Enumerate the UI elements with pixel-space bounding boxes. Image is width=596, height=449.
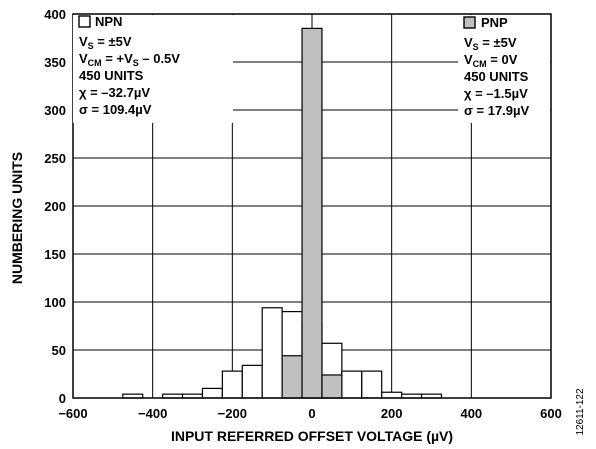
npn-swatch [78, 15, 91, 28]
npn-bar [241, 364, 263, 399]
y-tick-label: 200 [44, 199, 66, 214]
pnp-sigma: σ = 17.9µV [464, 103, 530, 118]
y-tick-label: 100 [44, 295, 66, 310]
npn-sigma: σ = 109.4µV [79, 102, 152, 117]
npn-vs: VS = ±5V [79, 34, 132, 51]
npn-legend-name: NPN [95, 14, 122, 29]
pnp-mean: χ = –1.5µV [464, 86, 528, 101]
y-tick-label: 350 [44, 55, 66, 70]
pnp-vcm: VCM = 0V [464, 52, 518, 69]
npn-bar [221, 370, 243, 399]
y-tick-label: 50 [52, 343, 66, 358]
y-tick-label: 0 [59, 391, 66, 406]
x-tick-label: −600 [58, 406, 87, 421]
y-tick-label: 300 [44, 103, 66, 118]
x-tick-label: −400 [138, 406, 167, 421]
pnp-bar [301, 27, 323, 399]
npn-units: 450 UNITS [79, 68, 144, 83]
pnp-legend-name: PNP [481, 15, 508, 30]
x-tick-label: −200 [218, 406, 247, 421]
x-tick-label: 600 [540, 406, 562, 421]
npn-vcm: VCM = +VS – 0.5V [79, 51, 180, 68]
plot-frame [72, 13, 552, 399]
x-tick-label: 0 [308, 406, 315, 421]
x-tick-label: 400 [460, 406, 482, 421]
x-tick-labels: −600 −400 −200 0 200 400 600 [58, 406, 562, 421]
pnp-bar [321, 374, 343, 399]
x-tick-label: 200 [381, 406, 403, 421]
pnp-legend: PNP VS = ±5V VCM = 0V 450 UNITS χ = –1.5… [458, 15, 550, 123]
pnp-swatch [463, 16, 476, 29]
npn-bar [261, 307, 283, 399]
pnp-vs: VS = ±5V [464, 35, 517, 52]
y-tick-label: 250 [44, 151, 66, 166]
npn-bar [341, 370, 363, 399]
document-id: 12611-122 [575, 388, 586, 436]
npn-bar [361, 370, 383, 399]
y-axis-title: NUMBERING UNITS [9, 152, 25, 284]
npn-bar [201, 387, 223, 399]
npn-bar [381, 391, 403, 399]
pnp-bar [281, 355, 303, 399]
y-tick-label: 150 [44, 247, 66, 262]
npn-legend: NPN VS = ±5V VCM = +VS – 0.5V 450 UNITS … [73, 14, 233, 123]
pnp-units: 450 UNITS [464, 69, 529, 84]
y-tick-label: 400 [44, 7, 66, 22]
x-axis-title: INPUT REFERRED OFFSET VOLTAGE (µV) [171, 428, 453, 444]
npn-mean: χ = –32.7µV [79, 85, 150, 100]
y-tick-labels: 0 50 100 150 200 250 300 350 400 [44, 7, 66, 406]
